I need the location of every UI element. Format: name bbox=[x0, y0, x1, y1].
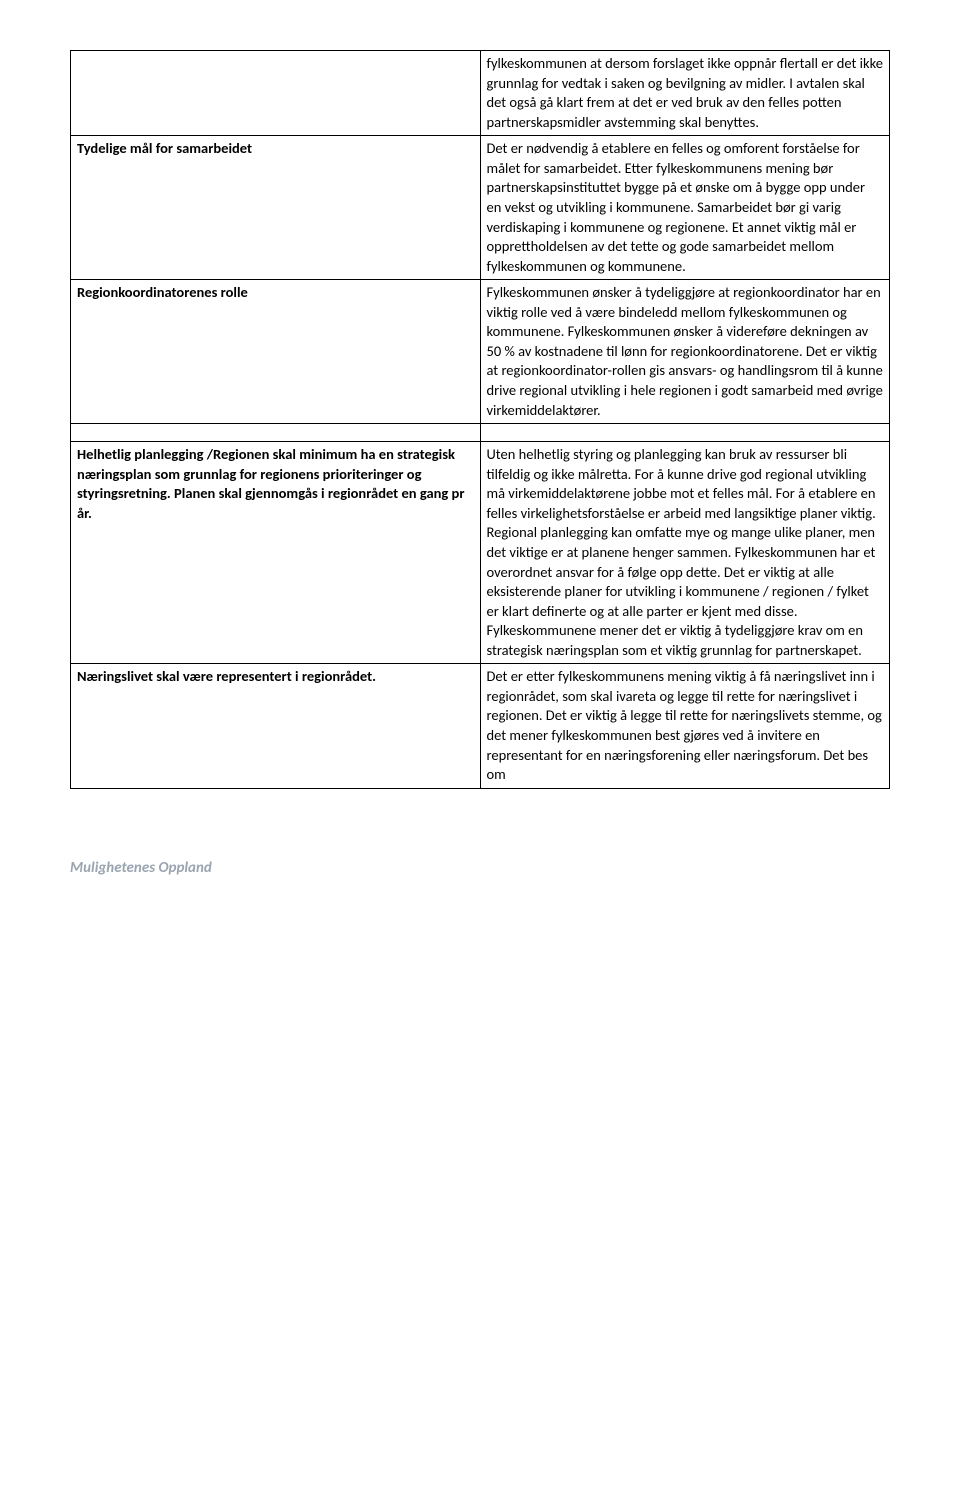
table-cell-left bbox=[71, 51, 481, 136]
table-row: Regionkoordinatorenes rolleFylkeskommune… bbox=[71, 280, 890, 424]
table-row: fylkeskommunen at dersom forslaget ikke … bbox=[71, 51, 890, 136]
table-cell-right: Det er nødvendig å etablere en felles og… bbox=[480, 136, 890, 280]
table-cell-left: Helhetlig planlegging /Regionen skal min… bbox=[71, 442, 481, 664]
table-row: Helhetlig planlegging /Regionen skal min… bbox=[71, 442, 890, 664]
table-cell-left bbox=[71, 424, 481, 442]
table-cell-right bbox=[480, 424, 890, 442]
table-cell-right: Fylkeskommunen ønsker å tydeliggjøre at … bbox=[480, 280, 890, 424]
table-cell-right: Uten helhetlig styring og planlegging ka… bbox=[480, 442, 890, 664]
footer-text: Mulighetenes Oppland bbox=[70, 859, 890, 877]
table-body: fylkeskommunen at dersom forslaget ikke … bbox=[71, 51, 890, 789]
table-cell-left: Tydelige mål for samarbeidet bbox=[71, 136, 481, 280]
table-row bbox=[71, 424, 890, 442]
table-cell-left: Regionkoordinatorenes rolle bbox=[71, 280, 481, 424]
document-table: fylkeskommunen at dersom forslaget ikke … bbox=[70, 50, 890, 789]
table-row: Næringslivet skal være representert i re… bbox=[71, 664, 890, 788]
table-cell-right: fylkeskommunen at dersom forslaget ikke … bbox=[480, 51, 890, 136]
table-row: Tydelige mål for samarbeidetDet er nødve… bbox=[71, 136, 890, 280]
table-cell-left: Næringslivet skal være representert i re… bbox=[71, 664, 481, 788]
table-cell-right: Det er etter fylkeskommunens mening vikt… bbox=[480, 664, 890, 788]
